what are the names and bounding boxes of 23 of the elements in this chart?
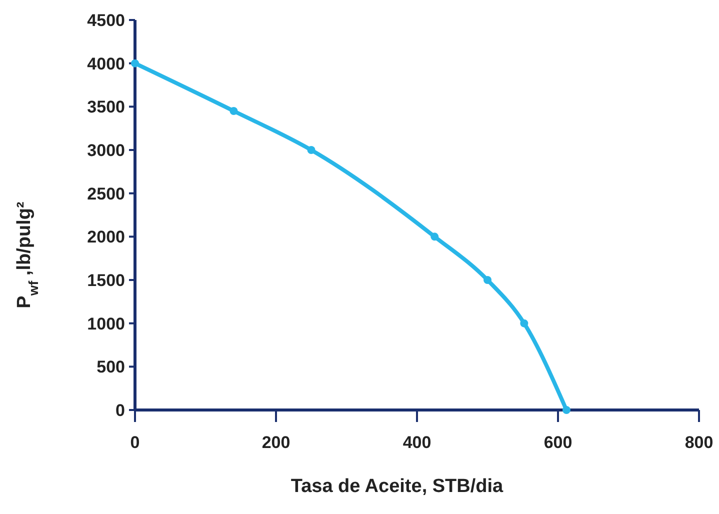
point (562, 406, 570, 414)
point (430, 232, 439, 241)
point (131, 59, 139, 68)
y-tick-label: 500 (96, 358, 125, 377)
point (230, 107, 238, 115)
y-tick-label: 1000 (87, 314, 125, 334)
y-tick-label: 2500 (87, 184, 125, 204)
x-tick-label: 400 (402, 433, 432, 452)
x-axis-title: Tasa de Aceite, STB/dia (290, 476, 504, 497)
x-tick-label: 800 (684, 433, 714, 452)
point (307, 146, 316, 154)
y-tick-label: 4500 (87, 10, 125, 30)
x-tick-label: 600 (544, 433, 572, 452)
y-tick-label: 0 (116, 400, 125, 420)
point (484, 276, 492, 284)
x-tick-label: 0 (130, 433, 140, 452)
y-tick-label: 2000 (87, 228, 125, 247)
y-tick-label: 3500 (87, 98, 125, 117)
y-tick-label: 3000 (87, 140, 125, 160)
y-tick-label: 4000 (87, 54, 125, 74)
y-tick-label: 1500 (87, 270, 125, 290)
point (520, 319, 528, 328)
x-tick-label: 200 (262, 433, 290, 452)
